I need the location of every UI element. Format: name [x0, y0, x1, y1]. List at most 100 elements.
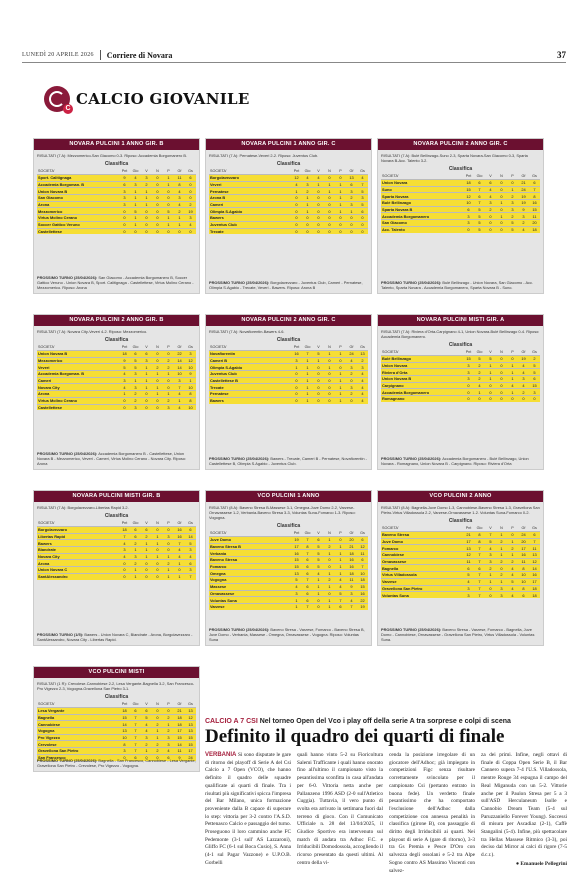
team-name: Biandrate	[37, 546, 119, 554]
stat-cell: 5	[507, 225, 518, 233]
stat-cell: 0	[335, 536, 346, 544]
standings-panel: NOVARA PULCINI MISTI GIR. A RISULTATI (7 …	[377, 314, 544, 470]
stat-cell: 0	[346, 396, 357, 404]
stat-cell: 0	[152, 713, 163, 721]
team-name: Mezzomerico	[37, 356, 119, 364]
stat-cell: 1	[324, 187, 335, 195]
column-header: V	[145, 702, 148, 706]
stat-cell: 2	[130, 559, 141, 567]
team-name: Bawers	[209, 214, 291, 222]
stat-cell: 0	[291, 396, 302, 404]
table-row: Bawers 0 1 0 0 1 0 4	[209, 396, 368, 404]
table-row: Veveri 4 3 1 1 1 6 7	[209, 180, 368, 188]
stat-cell: 1	[152, 532, 163, 540]
stat-cell: 1	[152, 383, 163, 391]
stat-cell: 7	[357, 180, 368, 188]
column-header: Gf	[521, 526, 526, 530]
panel-title: VCO PULCINI MISTI	[34, 667, 199, 678]
stat-cell: 6	[130, 526, 141, 534]
stat-cell: 2	[346, 390, 357, 398]
stat-cell: 0	[185, 227, 196, 235]
stat-cell: 18	[346, 549, 357, 557]
stat-cell: 1	[313, 356, 324, 364]
column-header: Gs	[188, 521, 193, 525]
stat-cell: 1	[302, 383, 313, 391]
team-name: Juve Domo	[381, 537, 463, 545]
stat-cell: 4	[507, 381, 518, 389]
standings-table: SOCIETA' Pnt Gio V N P Gf Gs Lesa Vergante 18 6 6 0 0…	[37, 701, 196, 761]
stat-cell: 2	[130, 396, 141, 404]
stat-cell: 0	[335, 227, 346, 235]
table-row: Riviera d'Orta 3 2 1 0 1 4 5	[381, 368, 540, 376]
team-name: Borgolavezzaro	[37, 526, 119, 534]
stat-cell: 1	[496, 577, 507, 585]
next-round: PROSSIMO TURNO (25/04/2026): Accademia B…	[381, 456, 540, 466]
stat-cell: 1	[335, 350, 346, 358]
stat-cell: 0	[119, 566, 130, 574]
stat-cell: 11	[518, 557, 529, 565]
stat-cell: 1	[335, 396, 346, 404]
stat-cell: 6	[141, 350, 152, 358]
article-column-4: za dei primi. Infine, negli ottavi di fi…	[481, 752, 567, 875]
stat-cell: 0	[141, 753, 152, 761]
stat-cell: 0	[141, 572, 152, 580]
stat-cell: 0	[324, 207, 335, 215]
stat-cell: 1	[496, 212, 507, 220]
stat-cell: 1	[302, 200, 313, 208]
stat-cell: 1	[141, 747, 152, 755]
stat-cell: 11	[174, 174, 185, 182]
stat-cell: 1	[507, 551, 518, 559]
column-header: Gf	[177, 169, 182, 173]
stat-cell: 1	[130, 194, 141, 202]
stat-cell: 6	[335, 602, 346, 610]
stat-cell: 0	[324, 220, 335, 228]
stat-cell: 4	[346, 596, 357, 604]
stat-cell: 15	[529, 205, 540, 213]
stat-cell: 0	[357, 214, 368, 222]
column-header: SOCIETA'	[210, 531, 227, 535]
column-header: Gf	[521, 174, 526, 178]
stat-cell: 10	[119, 733, 130, 741]
team-name: Cameri	[37, 376, 119, 384]
stat-cell: 1	[507, 537, 518, 545]
stat-cell: 1	[130, 376, 141, 384]
standings-panel: VCO PULCINI MISTI RISULTATI (1 R): Crevol…	[33, 666, 200, 772]
stat-cell: 1	[185, 376, 196, 384]
table-row: Vogogna 13 7 4 1 2 17 13	[37, 727, 196, 735]
stat-cell: 0	[507, 179, 518, 187]
next-round-text: Bagnella - San Francesco, Cannobiese - L…	[37, 758, 196, 768]
table-row: Cannobiese 12 7 3 1 1 16 13	[381, 551, 540, 559]
next-round: PROSSIMO TURNO (25/04/2026): Accademia B…	[37, 451, 196, 466]
stat-cell: 19	[291, 536, 302, 544]
table-row: Gravellona San Pietro 3 7 0 3 4 8 18	[381, 584, 540, 592]
stat-cell: 0	[485, 388, 496, 396]
stat-cell: 3	[463, 361, 474, 369]
stat-cell: 18	[174, 713, 185, 721]
table-row: Juventus Club 0 0 0 0 0 0 0	[209, 220, 368, 228]
next-round: PROSSIMO TURNO (1/5): Bawers - Union Nov…	[37, 632, 196, 642]
stat-cell: 0	[324, 396, 335, 404]
column-header: Gio	[132, 345, 139, 349]
stat-cell: 4	[507, 591, 518, 598]
masthead: LUNEDÌ 20 APRILE 2026 Corriere di Novara…	[22, 48, 566, 63]
stat-cell: 1	[141, 370, 152, 378]
stat-cell: 0	[119, 227, 130, 235]
column-header: SOCIETA'	[382, 174, 399, 178]
stat-cell: 24	[346, 350, 357, 358]
stat-cell: 1	[141, 552, 152, 560]
panel-results: RISULTATI (7 A): Borgolavezzaro-Libertas…	[37, 505, 129, 510]
stat-cell: 0	[335, 220, 346, 228]
table-row: Trecate 0 0 0 0 0 0 0	[209, 227, 368, 235]
stat-cell: 3	[529, 388, 540, 396]
team-name: Mezzomerico	[37, 207, 119, 215]
table-row: Olimpia S.Agabio 0 1 0 0 1 1 6	[209, 207, 368, 215]
stat-cell: 1	[174, 572, 185, 580]
stat-cell: 3	[463, 368, 474, 376]
stat-cell: 3	[291, 356, 302, 364]
stat-cell: 2	[152, 720, 163, 728]
stat-cell: 3	[119, 194, 130, 202]
stat-cell: 2	[474, 368, 485, 376]
stat-cell: 1	[496, 531, 507, 539]
stat-cell: 1	[324, 569, 335, 577]
stat-cell: 1	[152, 727, 163, 735]
